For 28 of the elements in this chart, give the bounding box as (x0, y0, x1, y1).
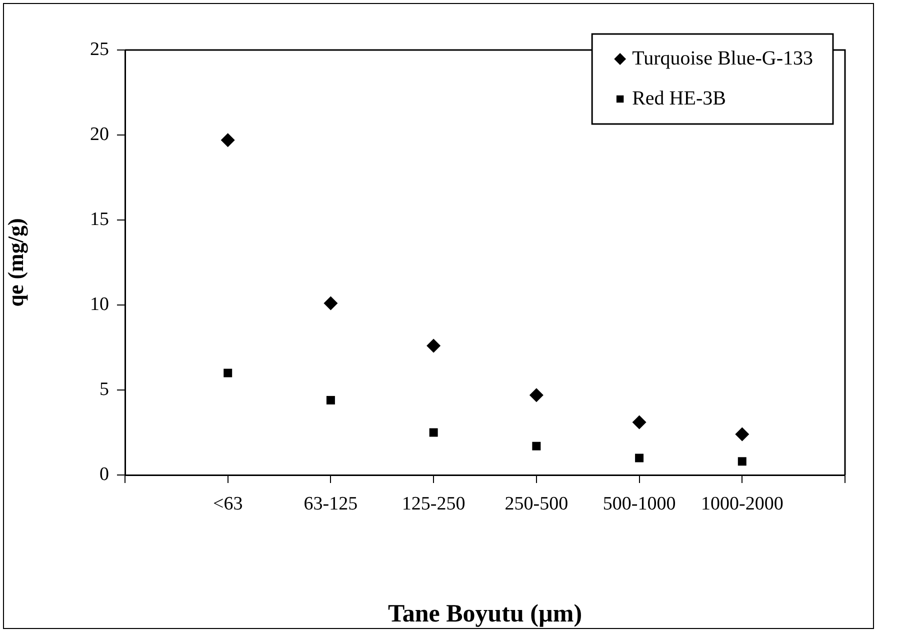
x-tick-label: <63 (213, 493, 243, 514)
point (632, 415, 646, 430)
point (635, 454, 644, 462)
y-tick-label: 20 (90, 124, 109, 145)
point (738, 457, 746, 466)
point (326, 396, 335, 404)
y-tick-label: 10 (90, 294, 109, 315)
x-tick-label: 1000-2000 (700, 493, 784, 514)
legend-label: Turquoise Blue-G-133 (632, 47, 814, 70)
point (532, 442, 541, 450)
point (529, 388, 544, 402)
y-tick-label: 0 (100, 464, 109, 485)
point (426, 338, 441, 353)
point (224, 368, 232, 378)
point (220, 133, 235, 148)
x-tick-label: 125-250 (402, 493, 466, 514)
y-axis-title: qe (mg/g) (2, 218, 28, 307)
x-tick-label: 500-1000 (602, 493, 676, 514)
point (429, 428, 438, 437)
x-tick-label: 63-125 (304, 493, 358, 514)
y-tick-label: 25 (90, 38, 109, 60)
x-axis-title: Tane Boyutu (µm) (388, 600, 582, 628)
point (735, 427, 750, 442)
y-tick-label: 5 (100, 378, 109, 400)
y-tick-label: 15 (90, 208, 109, 230)
legend-label: Red HE-3B (632, 87, 726, 110)
point (324, 296, 338, 310)
x-tick-label: 250-500 (504, 493, 568, 514)
